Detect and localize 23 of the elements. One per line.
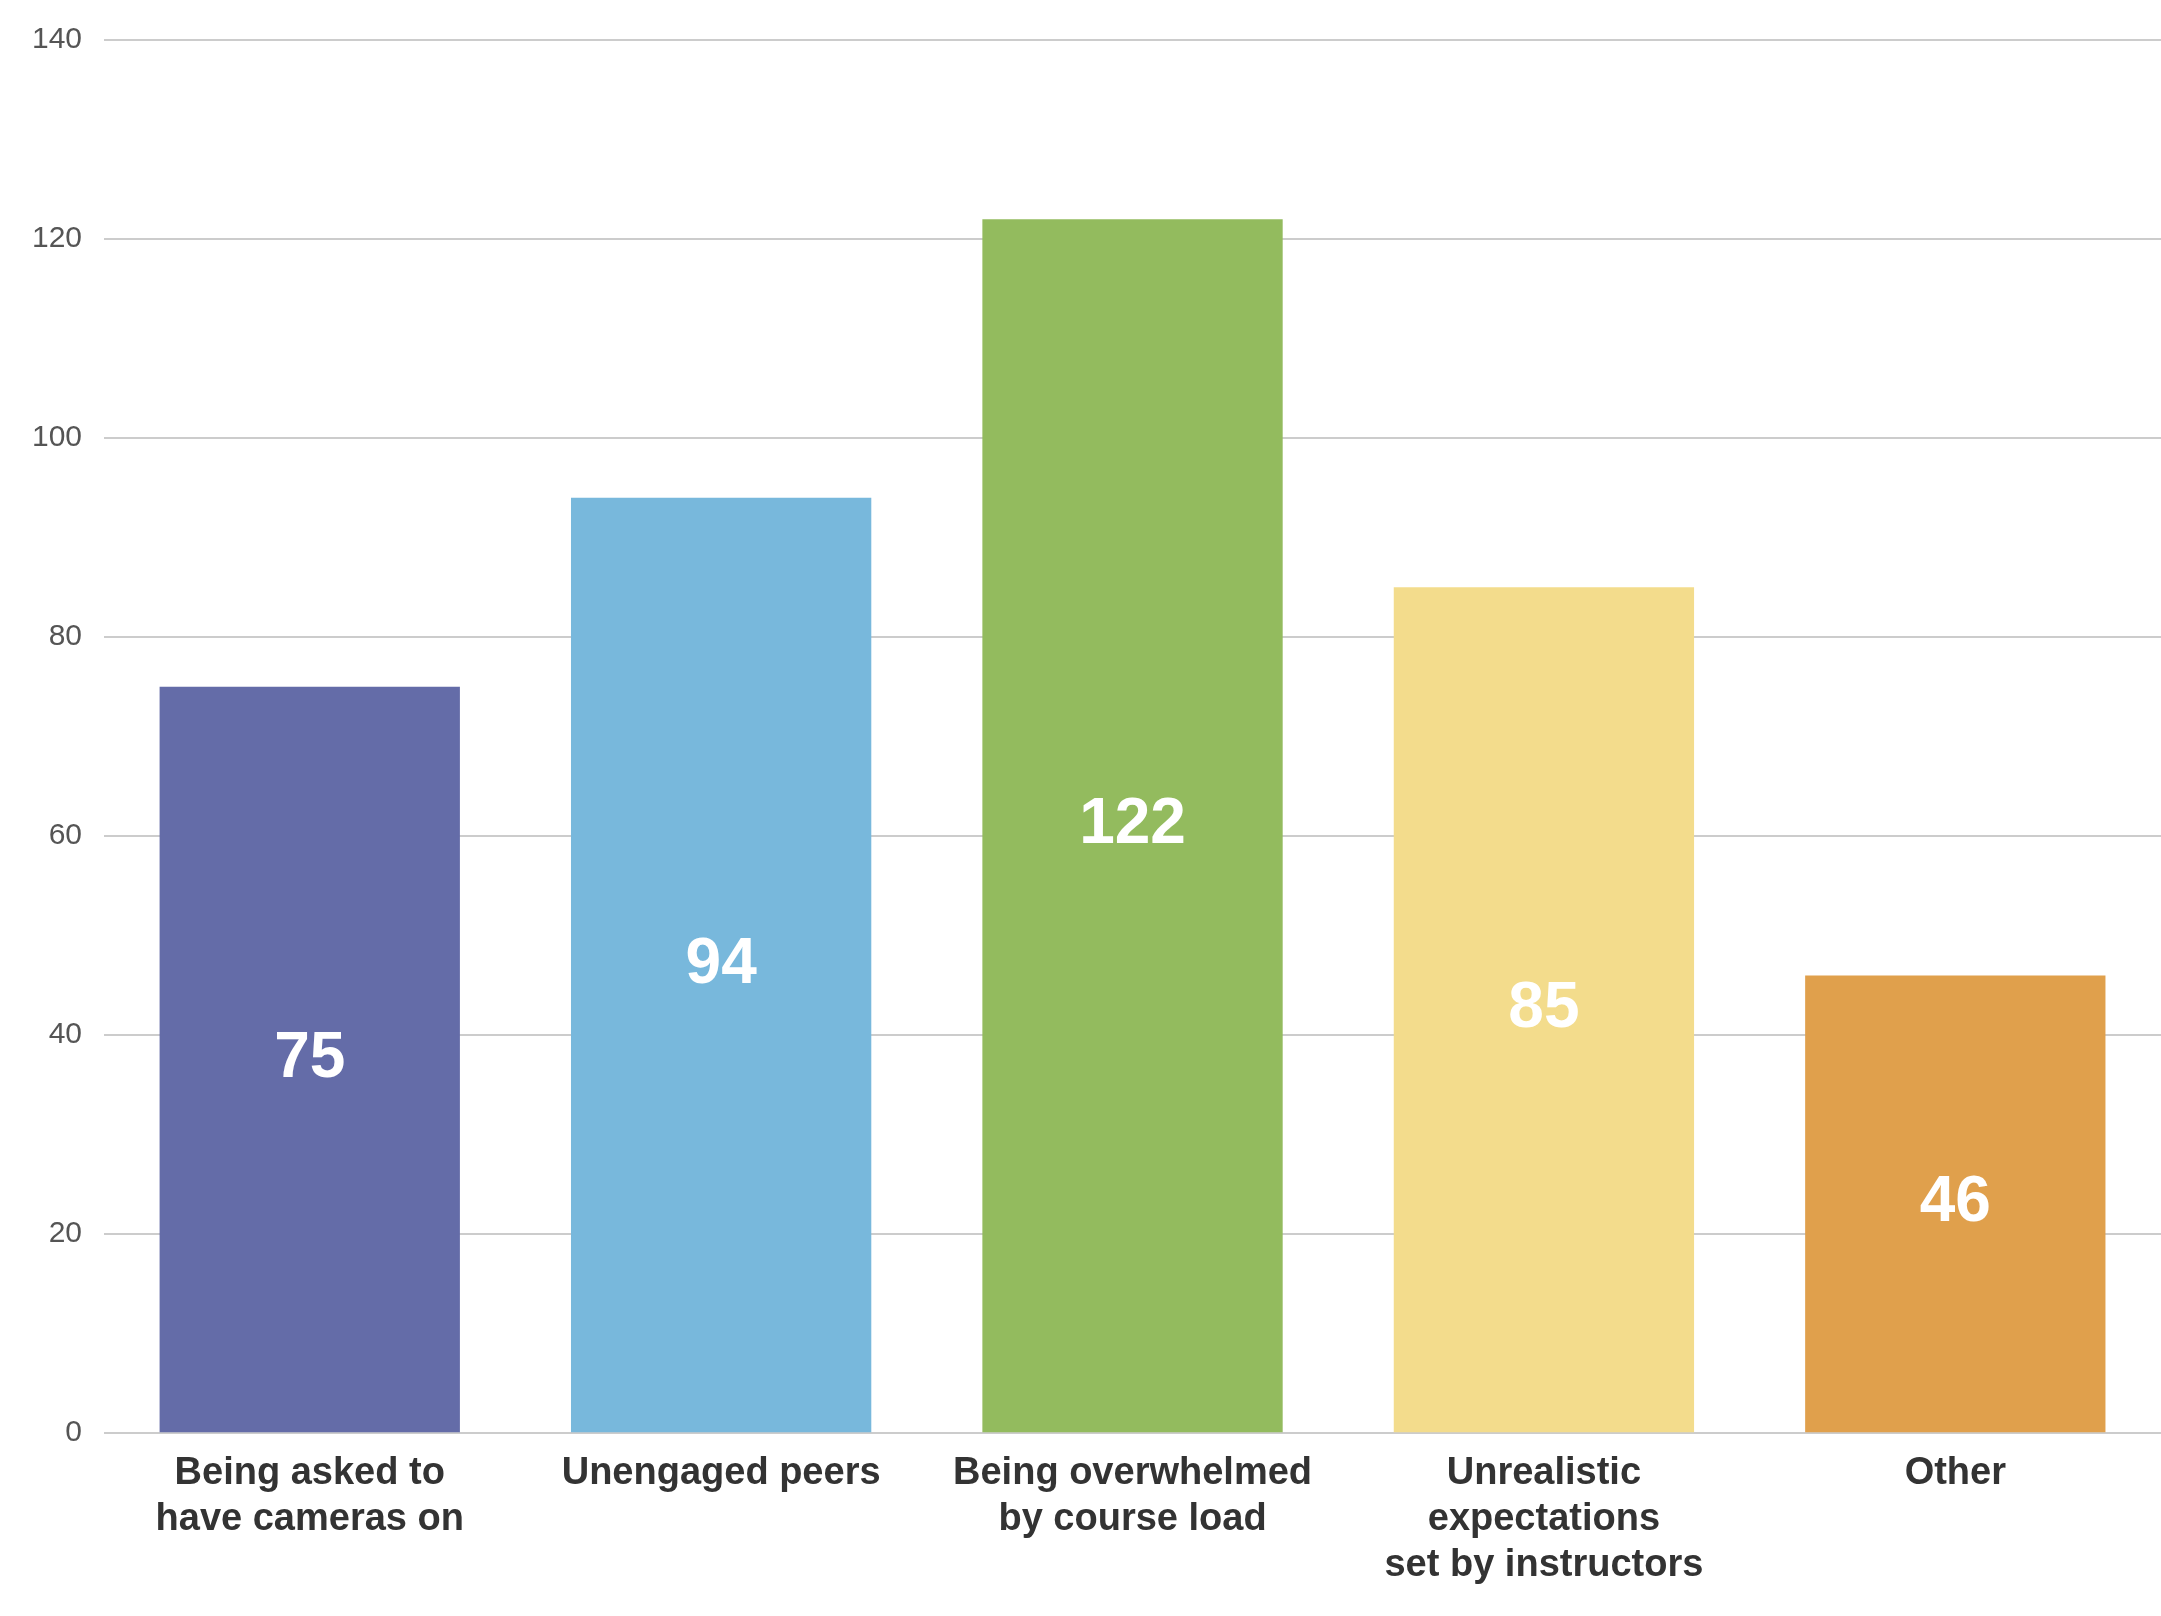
y-tick-label: 20 [48,1215,83,1249]
data-label: 94 [685,924,758,997]
bar [1393,587,1695,1433]
bar [1805,975,2106,1433]
y-tick-label: 80 [48,618,83,652]
y-tick-label: 60 [48,817,83,851]
x-tick-label: Other [1904,1450,2007,1493]
bar [159,686,460,1433]
data-label: 122 [1079,785,1186,858]
bar [570,497,872,1433]
y-tick-label: 40 [48,1016,83,1050]
y-tick-label: 140 [31,21,83,55]
bar [982,219,1283,1433]
x-tick-label: Unengaged peers [561,1450,881,1493]
x-tick-label: Being overwhelmed by course load [953,1450,1313,1539]
data-label: 75 [274,1019,346,1092]
x-tick-label: Unrealistic expectations set by instructors [1384,1450,1704,1584]
x-tick-label: Being asked to have cameras on [155,1450,464,1539]
y-tick-label: 0 [65,1414,83,1448]
y-tick-label: 100 [31,419,83,453]
data-label: 85 [1508,969,1580,1042]
data-label: 46 [1919,1163,1991,1236]
y-tick-label: 120 [31,220,83,254]
